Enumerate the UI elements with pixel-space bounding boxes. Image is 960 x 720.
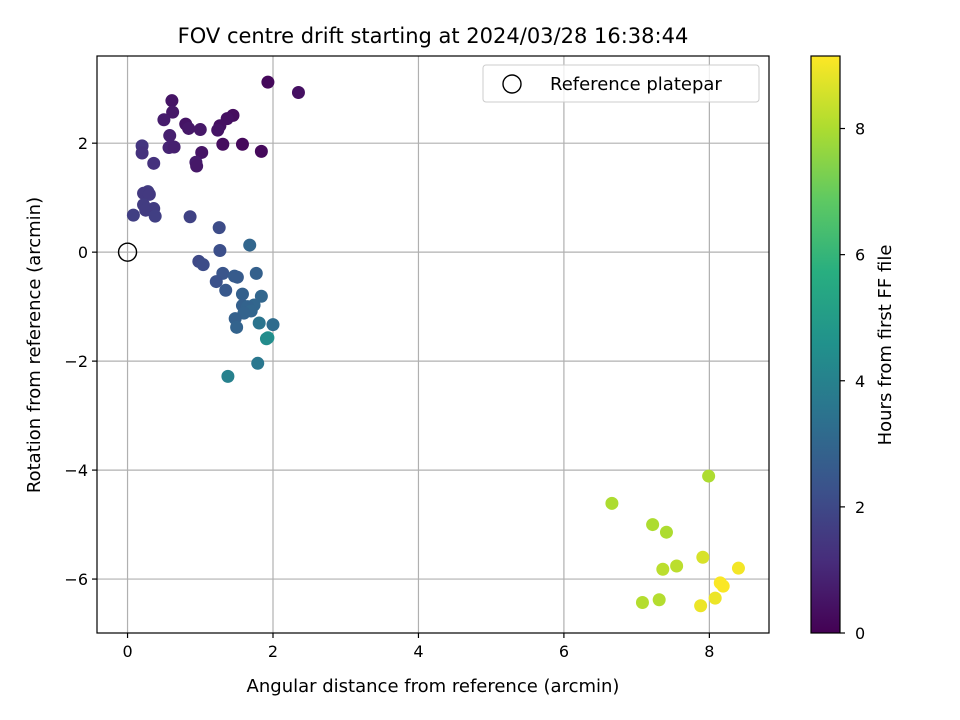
colorbar-tick-label: 4	[855, 372, 865, 391]
x-tick-label: 4	[413, 642, 423, 661]
data-point	[252, 316, 266, 330]
colorbar-ticks: 0 2 4 6 8	[840, 120, 865, 643]
data-point	[259, 332, 273, 346]
data-point	[165, 94, 179, 108]
x-axis-ticks: 0 2 4 6 8	[122, 633, 714, 661]
data-point	[209, 275, 223, 289]
data-point	[193, 123, 207, 137]
colorbar-frame	[810, 55, 841, 634]
data-point	[646, 518, 660, 532]
data-point	[230, 270, 244, 284]
x-tick-label: 8	[704, 642, 714, 661]
x-tick-label: 0	[122, 642, 132, 661]
data-point	[230, 320, 244, 334]
colorbar: 0 2 4 6 8 Hours from first FF file	[810, 55, 896, 643]
data-point	[195, 145, 209, 159]
y-tick-label: 2	[78, 134, 88, 153]
data-point	[731, 561, 745, 575]
data-point	[216, 137, 230, 151]
data-point	[235, 137, 249, 151]
data-point	[211, 123, 225, 137]
x-tick-label: 6	[559, 642, 569, 661]
data-point	[196, 258, 210, 272]
colorbar-label: Hours from first FF file	[875, 245, 896, 446]
data-point	[659, 525, 673, 539]
y-tick-label: 0	[78, 243, 88, 262]
plot-area	[97, 56, 769, 633]
data-point	[254, 144, 268, 158]
data-point	[266, 318, 280, 332]
y-tick-label: −4	[64, 461, 88, 480]
data-point	[157, 113, 171, 127]
colorbar-tick-label: 6	[855, 246, 865, 265]
data-point	[702, 469, 716, 483]
data-point	[148, 209, 162, 223]
legend-reference-icon	[502, 74, 522, 94]
legend: Reference platepar	[482, 64, 760, 103]
colorbar-tick-label: 8	[855, 120, 865, 139]
data-point	[213, 244, 227, 258]
colorbar-tick-label: 0	[855, 624, 865, 643]
legend-entry-reference: Reference platepar	[550, 74, 722, 95]
data-point	[221, 369, 235, 383]
data-points	[126, 75, 745, 613]
legend-box	[482, 64, 760, 103]
data-point	[167, 140, 181, 154]
data-point	[212, 221, 226, 235]
data-point	[126, 208, 140, 222]
data-point	[243, 238, 257, 252]
x-axis-label: Angular distance from reference (arcmin)	[247, 676, 620, 697]
data-point	[249, 266, 263, 280]
y-tick-label: −6	[64, 570, 88, 589]
data-point	[182, 121, 196, 135]
chart-title: FOV centre drift starting at 2024/03/28 …	[178, 24, 689, 48]
colorbar-tick-label: 2	[855, 498, 865, 517]
data-point	[635, 595, 649, 609]
data-point	[696, 550, 710, 564]
data-point	[254, 289, 268, 303]
colorbar-gradient	[811, 56, 840, 633]
data-point	[235, 287, 249, 301]
data-point	[190, 159, 204, 173]
data-point	[135, 146, 149, 160]
data-point	[656, 562, 670, 576]
data-point	[291, 86, 305, 100]
data-point	[219, 283, 233, 297]
data-point	[708, 591, 722, 605]
y-tick-label: −2	[64, 352, 88, 371]
y-axis-ticks: −6 −4 −2 0 2	[64, 134, 97, 589]
data-point	[251, 356, 265, 370]
data-point	[261, 75, 275, 89]
x-tick-label: 2	[268, 642, 278, 661]
data-point	[142, 187, 156, 201]
data-point	[605, 496, 619, 510]
plot-frame	[96, 55, 770, 634]
reference-platepar-marker	[117, 242, 138, 262]
y-axis-label: Rotation from reference (arcmin)	[24, 197, 45, 493]
data-point	[716, 579, 730, 593]
data-point	[183, 210, 197, 224]
grid-lines	[97, 56, 769, 633]
data-point	[163, 129, 177, 143]
data-point	[139, 203, 153, 217]
data-point	[652, 593, 666, 607]
data-point	[147, 156, 161, 170]
data-point	[166, 105, 180, 119]
data-point	[694, 599, 708, 613]
data-point	[670, 559, 684, 573]
